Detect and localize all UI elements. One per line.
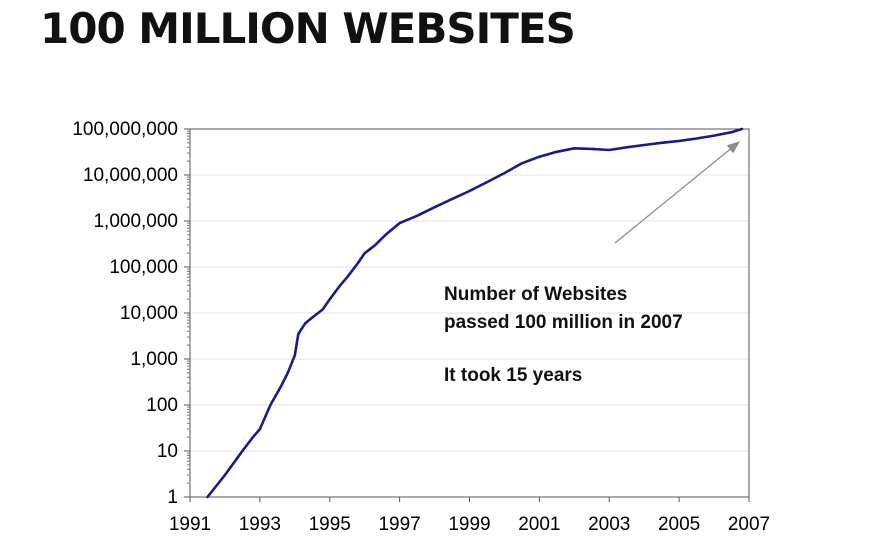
- y-tick-label: 10,000,000: [83, 165, 178, 186]
- data-point: [398, 222, 401, 224]
- data-point: [713, 134, 715, 137]
- x-tick-label: 1995: [309, 514, 351, 535]
- annotation-line-1: Number of Websites: [444, 284, 627, 305]
- data-point: [451, 198, 453, 200]
- data-point: [363, 252, 366, 254]
- data-point: [695, 137, 698, 140]
- y-tick-label: 10: [157, 441, 178, 462]
- data-point: [384, 234, 387, 236]
- data-point: [252, 436, 254, 438]
- x-tick-label: 2007: [728, 514, 770, 535]
- y-tick-label: 1,000: [130, 349, 178, 370]
- data-point: [730, 131, 733, 134]
- data-point: [224, 474, 226, 476]
- y-tick-label: 100,000,000: [72, 119, 178, 140]
- data-point: [294, 354, 296, 357]
- data-point: [608, 149, 611, 151]
- data-point: [297, 333, 300, 335]
- annotation-line-3: It took 15 years: [444, 365, 582, 386]
- data-point: [206, 496, 209, 498]
- page-title: 100 MILLION WEBSITES: [40, 4, 576, 53]
- data-point: [521, 162, 523, 165]
- data-point: [503, 172, 506, 174]
- x-tick-label: 1997: [378, 514, 420, 535]
- data-point: [339, 284, 342, 287]
- y-axis-tick-labels: 1 10 100 1,000 10,000 100,000 1,000,000 10,000,…: [72, 119, 178, 508]
- gridlines: [190, 174, 749, 452]
- x-tick-label: 2003: [588, 514, 630, 535]
- y-tick-label: 1: [167, 487, 178, 508]
- data-point: [538, 155, 541, 158]
- data-point: [660, 142, 663, 144]
- y-tick-label: 1,000,000: [93, 211, 178, 232]
- data-point: [374, 244, 376, 246]
- data-point: [287, 372, 289, 374]
- data-point: [625, 146, 628, 149]
- data-point: [643, 144, 645, 146]
- data-point: [486, 181, 488, 183]
- data-point: [433, 206, 436, 208]
- x-tick-label: 2001: [518, 514, 560, 535]
- data-point: [321, 308, 324, 311]
- data-point: [346, 276, 349, 279]
- data-point: [241, 450, 244, 452]
- data-point: [356, 262, 359, 265]
- y-tick-label: 100: [146, 395, 178, 416]
- data-point: [416, 214, 418, 217]
- minor-ticks: [184, 128, 750, 502]
- data-point: [259, 428, 261, 430]
- data-point: [678, 140, 680, 142]
- data-point: [741, 128, 743, 130]
- series-layer: [206, 127, 744, 499]
- x-axis-tick-labels: 1991 1993 1995 1997 1999 2001 2003 2005 2007: [169, 514, 770, 535]
- data-point: [468, 190, 471, 192]
- data-point: [280, 385, 282, 388]
- y-tick-label: 10,000: [120, 303, 178, 324]
- x-tick-label: 1993: [239, 514, 281, 535]
- x-tick-label: 1999: [448, 514, 490, 535]
- x-tick-label: 2005: [658, 514, 700, 535]
- data-point: [590, 148, 593, 150]
- data-point: [311, 316, 314, 319]
- data-point: [328, 298, 331, 300]
- annotation-arrow: [614, 141, 741, 244]
- data-point: [573, 147, 576, 150]
- data-point: [269, 404, 272, 406]
- annotation-line-2: passed 100 million in 2007: [444, 312, 683, 333]
- y-tick-label: 100,000: [109, 257, 178, 278]
- data-point: [556, 150, 558, 153]
- x-tick-label: 1991: [169, 514, 211, 535]
- data-point: [304, 322, 307, 325]
